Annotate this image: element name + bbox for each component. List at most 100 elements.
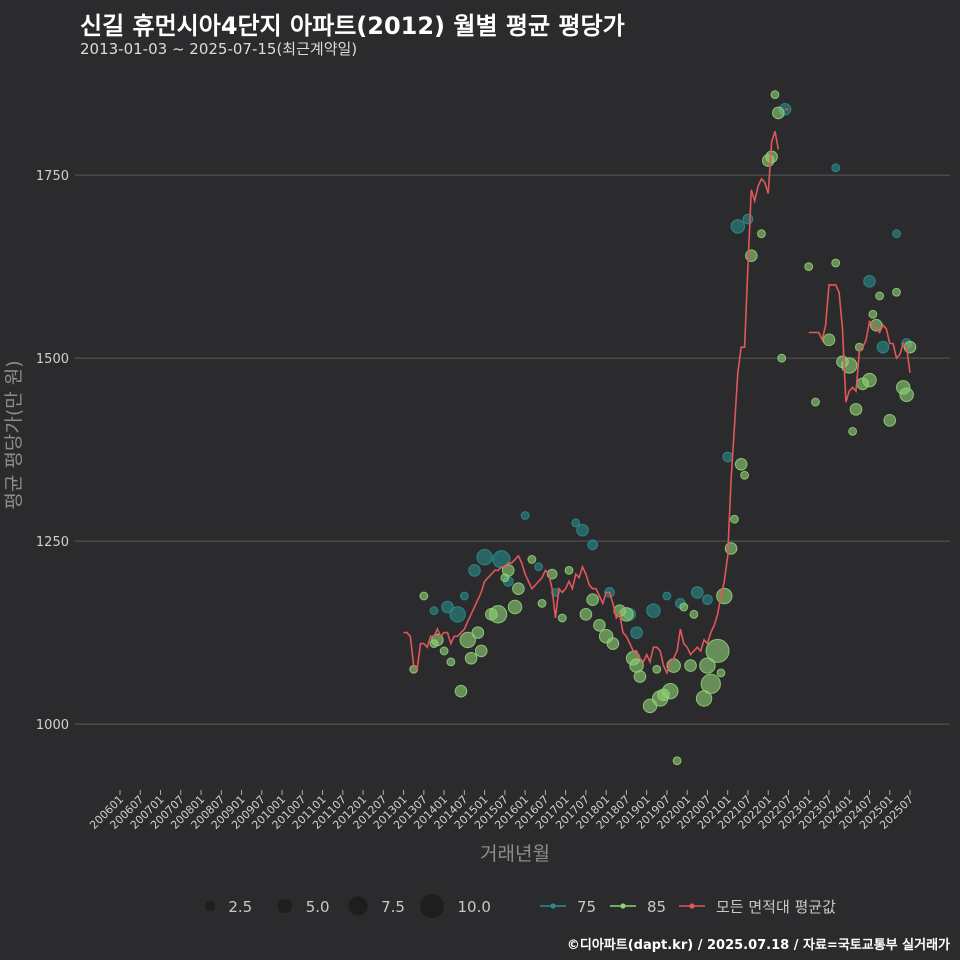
data-point-85 xyxy=(689,609,699,619)
data-point-85 xyxy=(730,514,739,524)
y-tick-label: 1500 xyxy=(36,352,69,367)
color-legend-dot xyxy=(689,903,695,909)
data-point-75 xyxy=(730,219,746,234)
data-point-75 xyxy=(630,626,643,639)
data-point-85 xyxy=(699,657,716,674)
data-point-85 xyxy=(606,637,620,650)
data-point-85 xyxy=(454,684,468,698)
size-legend-label: 10.0 xyxy=(458,898,491,916)
data-point-85 xyxy=(474,644,488,658)
data-point-85 xyxy=(804,262,814,272)
data-point-75 xyxy=(892,229,901,239)
size-legend-circle xyxy=(205,901,215,911)
y-axis-label: 평균 평당가(만 원) xyxy=(3,360,25,509)
data-point-85 xyxy=(419,591,429,601)
data-point-75 xyxy=(441,600,454,614)
data-point-85 xyxy=(593,619,606,632)
data-point-75 xyxy=(429,606,439,616)
data-point-85 xyxy=(734,457,748,471)
data-point-85 xyxy=(716,587,733,605)
data-point-75 xyxy=(876,340,890,354)
data-point-85 xyxy=(586,593,599,606)
data-point-85 xyxy=(716,668,726,678)
y-tick-label: 1750 xyxy=(36,169,69,184)
data-point-85 xyxy=(512,582,525,596)
data-point-85 xyxy=(848,426,858,436)
data-point-75 xyxy=(576,523,589,537)
data-point-85 xyxy=(772,106,785,120)
data-point-75 xyxy=(476,549,493,566)
color-legend-label: 85 xyxy=(647,898,666,916)
data-point-85 xyxy=(684,659,697,672)
x-axis-label: 거래년월 xyxy=(480,843,550,865)
data-point-85 xyxy=(869,318,883,332)
data-point-85 xyxy=(459,631,476,649)
data-point-75 xyxy=(702,594,713,606)
data-point-85 xyxy=(564,566,574,575)
data-point-85 xyxy=(672,756,682,766)
avg-line-segment xyxy=(403,130,780,676)
data-point-85 xyxy=(770,90,780,100)
data-point-85 xyxy=(831,258,841,268)
size-legend-label: 7.5 xyxy=(381,898,405,916)
y-tick-label: 1250 xyxy=(36,535,69,550)
data-point-75 xyxy=(831,163,841,173)
data-point-75 xyxy=(742,213,754,225)
data-point-75 xyxy=(722,451,734,463)
chart-title: 신길 휴먼시아4단지 아파트(2012) 월별 평균 평당가 xyxy=(80,12,625,40)
average-line xyxy=(403,108,911,676)
data-point-85 xyxy=(527,555,537,564)
data-point-85 xyxy=(633,670,647,683)
data-point-85 xyxy=(892,287,901,297)
data-point-75 xyxy=(662,591,672,601)
data-point-75 xyxy=(534,562,544,572)
grid-lines xyxy=(75,174,950,725)
data-point-85 xyxy=(724,542,738,555)
data-point-85 xyxy=(662,682,679,700)
data-point-85 xyxy=(740,470,749,480)
source-caption: ©디아파트(dapt.kr) / 2025.07.18 / 자료=국토교통부 실… xyxy=(566,938,950,953)
size-legend-circle xyxy=(348,896,368,916)
data-point-85 xyxy=(822,333,836,347)
legend: 2.5 5.0 7.5 10.0 75 85 모든 면적대 평균값 xyxy=(205,894,836,918)
y-tick-label: 1000 xyxy=(36,718,69,733)
color-legend-dot xyxy=(550,903,556,909)
data-point-85 xyxy=(464,651,478,665)
data-point-75 xyxy=(520,511,530,520)
data-point-85 xyxy=(507,599,523,615)
data-point-85 xyxy=(811,397,820,407)
data-point-85 xyxy=(488,605,508,624)
data-point-85 xyxy=(705,638,730,663)
data-point-85 xyxy=(862,372,877,388)
data-point-85 xyxy=(439,646,449,656)
data-point-85 xyxy=(868,309,878,319)
data-point-85 xyxy=(700,673,721,694)
avg-line-segment xyxy=(808,284,911,403)
data-point-85 xyxy=(757,229,766,239)
scatter-points xyxy=(409,90,917,766)
data-point-85 xyxy=(579,608,593,621)
data-point-75 xyxy=(459,591,469,601)
y-axis-ticks: 1000 1250 1500 1750 xyxy=(36,169,69,733)
data-point-75 xyxy=(587,539,598,551)
data-point-75 xyxy=(449,606,466,623)
data-point-85 xyxy=(899,387,914,402)
data-point-75 xyxy=(571,518,581,528)
data-point-85 xyxy=(875,291,885,301)
data-point-85 xyxy=(537,598,547,608)
color-legend-label: 75 xyxy=(577,898,596,916)
data-point-75 xyxy=(646,603,661,618)
data-point-85 xyxy=(619,607,634,622)
data-point-75 xyxy=(492,550,511,569)
x-axis-ticks: 2006012006072007012007072008012008072009… xyxy=(87,790,916,832)
data-point-85 xyxy=(652,664,662,674)
data-point-85 xyxy=(679,602,689,612)
data-point-85 xyxy=(849,403,863,416)
size-legend-circle xyxy=(420,894,444,918)
data-point-85 xyxy=(883,414,897,427)
data-point-85 xyxy=(471,626,485,639)
data-point-75 xyxy=(863,274,876,288)
data-point-85 xyxy=(777,353,787,363)
